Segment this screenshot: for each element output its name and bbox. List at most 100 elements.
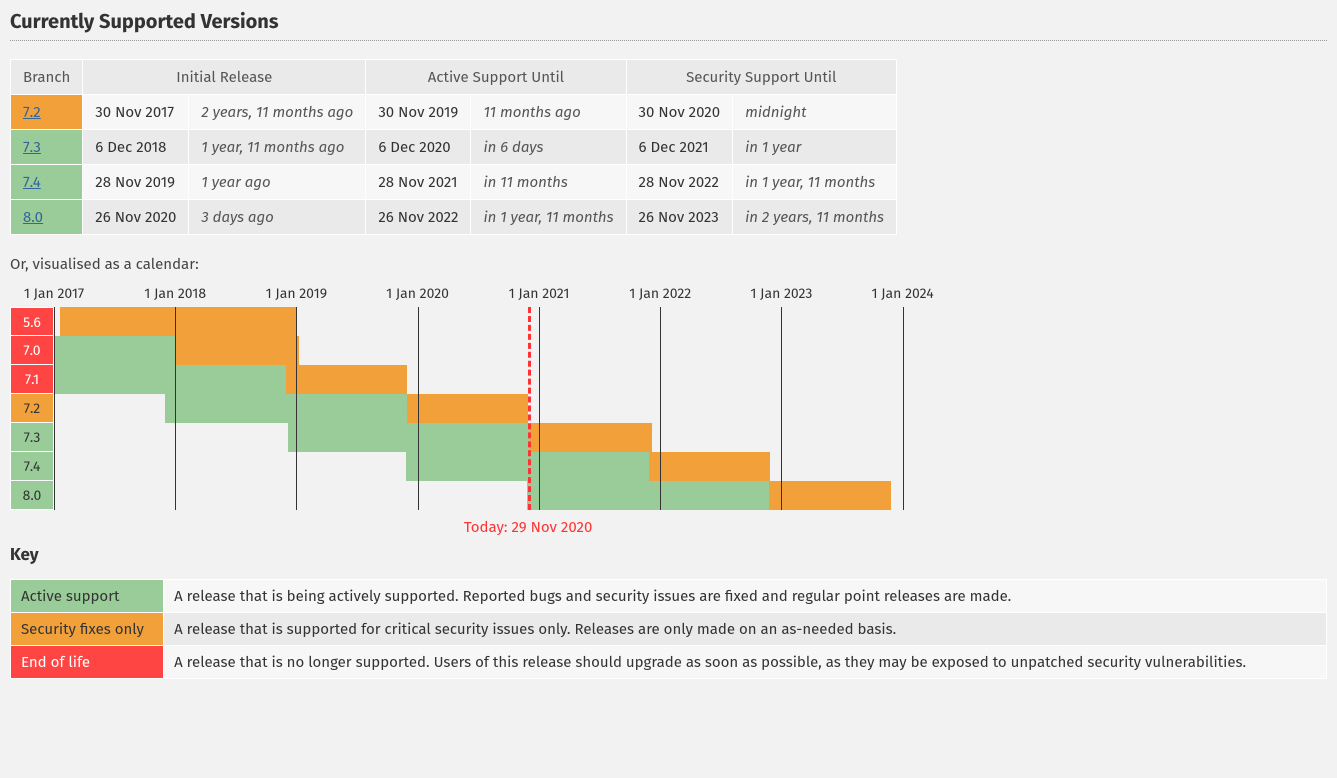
col-security: Security Support Until: [626, 60, 896, 95]
table-row: 8.0 26 Nov 20203 days ago26 Nov 2022in 1 …: [11, 200, 897, 235]
branch-cell: 7.3: [11, 130, 83, 165]
initial-release-relative: 3 days ago: [189, 200, 366, 235]
security-until-relative: in 1 year: [733, 130, 897, 165]
initial-release-date: 26 Nov 2020: [83, 200, 189, 235]
initial-release-date: 6 Dec 2018: [83, 130, 189, 165]
timeline-chart: 5.67.07.17.27.37.48.0 1 Jan 2017 1 Jan 20…: [10, 283, 970, 510]
key-label: Security fixes only: [11, 613, 164, 646]
active-until-relative: 11 months ago: [471, 95, 626, 130]
axis-tick-label: 1 Jan 2020: [386, 285, 449, 302]
active-until-relative: in 11 months: [471, 165, 626, 200]
timeline-segment-active: [288, 423, 531, 452]
timeline-row-label: 8.0: [10, 481, 54, 510]
active-until-date: 6 Dec 2020: [366, 130, 471, 165]
key-description: A release that is no longer supported. U…: [164, 646, 1327, 679]
security-until-date: 6 Dec 2021: [626, 130, 733, 165]
timeline-segment-security: [649, 452, 770, 481]
axis-tick-label: 1 Jan 2019: [266, 285, 327, 302]
key-heading: Key: [10, 544, 1327, 565]
timeline-row-label: 5.6: [10, 307, 54, 336]
timeline-row-label: 7.1: [10, 365, 54, 394]
timeline-row-label: 7.0: [10, 336, 54, 365]
grid-line: [175, 307, 176, 510]
grid-line: [54, 307, 55, 510]
axis-tick-label: 1 Jan 2022: [629, 285, 691, 302]
grid-line: [660, 307, 661, 510]
active-until-relative: in 1 year, 11 months: [471, 200, 626, 235]
key-label: End of life: [11, 646, 164, 679]
security-until-relative: in 1 year, 11 months: [733, 165, 897, 200]
key-label: Active support: [11, 580, 164, 613]
active-until-date: 30 Nov 2019: [366, 95, 471, 130]
grid-line: [903, 307, 904, 510]
key-description: A release that is being actively support…: [164, 580, 1327, 613]
axis-tick-label: 1 Jan 2024: [872, 285, 934, 302]
table-row: 7.4 28 Nov 20191 year ago28 Nov 2021in 11…: [11, 165, 897, 200]
timeline-segment-active: [527, 481, 769, 510]
table-row: 7.36 Dec 20181 year, 11 months ago6 Dec …: [11, 130, 897, 165]
timeline-segment-security: [530, 423, 651, 452]
timeline-bar: [54, 365, 407, 394]
col-initial: Initial Release: [83, 60, 366, 95]
timeline-segment-security: [286, 365, 407, 394]
grid-line: [418, 307, 419, 510]
timeline-segment-active: [165, 394, 407, 423]
versions-table-header-row: Branch Initial Release Active Support Un…: [11, 60, 897, 95]
timeline-segment-security: [176, 336, 299, 365]
timeline-row-label: 7.2: [10, 394, 54, 423]
table-row: 7.230 Nov 20172 years, 11 months ago30 N…: [11, 95, 897, 130]
branch-link[interactable]: 7.2: [23, 103, 41, 121]
branch-cell: 7.4: [11, 165, 83, 200]
timeline-bar: [406, 452, 770, 481]
key-row: Security fixes onlyA release that is sup…: [11, 613, 1327, 646]
timeline-segment-security: [407, 394, 529, 423]
grid-line: [539, 307, 540, 510]
chart-caption: Or, visualised as a calendar:: [10, 255, 1327, 273]
branch-link[interactable]: 7.3: [23, 138, 41, 156]
branch-cell: 8.0: [11, 200, 83, 235]
timeline-segment-active: [54, 365, 286, 394]
col-branch: Branch: [11, 60, 83, 95]
initial-release-relative: 1 year ago: [189, 165, 366, 200]
axis-tick-label: 1 Jan 2017: [24, 285, 84, 302]
axis-tick-label: 1 Jan 2021: [509, 285, 570, 302]
security-until-relative: midnight: [733, 95, 897, 130]
timeline-segment-security: [60, 307, 296, 336]
timeline-bar: [165, 394, 529, 423]
security-until-date: 28 Nov 2022: [626, 165, 733, 200]
initial-release-relative: 2 years, 11 months ago: [189, 95, 366, 130]
timeline-bar: [54, 336, 299, 365]
axis-tick-label: 1 Jan 2018: [144, 285, 206, 302]
key-row: End of lifeA release that is no longer s…: [11, 646, 1327, 679]
active-until-date: 26 Nov 2022: [366, 200, 471, 235]
branch-link[interactable]: 7.4: [23, 173, 41, 191]
today-line: [528, 307, 531, 510]
branch-link[interactable]: 8.0: [23, 208, 43, 226]
active-until-date: 28 Nov 2021: [366, 165, 471, 200]
grid-line: [781, 307, 782, 510]
initial-release-date: 28 Nov 2019: [83, 165, 189, 200]
initial-release-date: 30 Nov 2017: [83, 95, 189, 130]
today-label: Today: 29 Nov 2020: [464, 518, 592, 536]
timeline-segment-security: [769, 481, 890, 510]
security-until-relative: in 2 years, 11 months: [733, 200, 897, 235]
key-table: Active supportA release that is being ac…: [10, 579, 1327, 679]
versions-table: Branch Initial Release Active Support Un…: [10, 59, 897, 235]
key-row: Active supportA release that is being ac…: [11, 580, 1327, 613]
axis-tick-label: 1 Jan 2023: [750, 285, 812, 302]
timeline-row-label: 7.4: [10, 452, 54, 481]
grid-line: [296, 307, 297, 510]
timeline-bar: [527, 481, 891, 510]
timeline-row-label: 7.3: [10, 423, 54, 452]
branch-cell: 7.2: [11, 95, 83, 130]
page-title: Currently Supported Versions: [10, 10, 1327, 41]
timeline-segment-active: [54, 336, 176, 365]
key-description: A release that is supported for critical…: [164, 613, 1327, 646]
security-until-date: 30 Nov 2020: [626, 95, 733, 130]
active-until-relative: in 6 days: [471, 130, 626, 165]
security-until-date: 26 Nov 2023: [626, 200, 733, 235]
initial-release-relative: 1 year, 11 months ago: [189, 130, 366, 165]
timeline-bar: [60, 307, 296, 336]
col-active: Active Support Until: [366, 60, 626, 95]
timeline-bar: [288, 423, 652, 452]
